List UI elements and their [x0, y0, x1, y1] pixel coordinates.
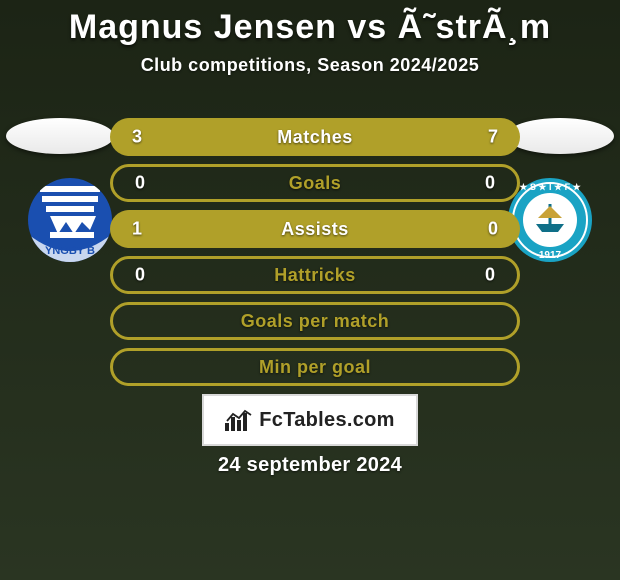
stat-label: Assists — [281, 219, 349, 240]
stat-left-value: 3 — [132, 127, 142, 148]
fctables-logo-icon — [225, 409, 253, 431]
stat-row-goals: 0 Goals 0 — [110, 164, 520, 202]
stat-label: Goals per match — [241, 311, 390, 332]
branding-badge: FcTables.com — [202, 394, 418, 446]
stat-left-value: 1 — [132, 219, 142, 240]
date-label: 24 september 2024 — [0, 454, 620, 477]
stats-table: 3 Matches 7 0 Goals 0 1 Assists 0 0 Hatt… — [110, 118, 520, 394]
stat-right-value: 7 — [488, 127, 498, 148]
svg-text:★ S ★ I ★ F ★: ★ S ★ I ★ F ★ — [519, 182, 581, 192]
stat-row-hattricks: 0 Hattricks 0 — [110, 256, 520, 294]
stat-right-value: 0 — [485, 173, 495, 194]
stat-label: Goals — [289, 173, 342, 194]
player-slot-left — [6, 118, 114, 154]
stat-row-goals-per-match: Goals per match — [110, 302, 520, 340]
stat-row-matches: 3 Matches 7 — [110, 118, 520, 156]
stat-left-value: 0 — [135, 265, 145, 286]
player-slot-right — [506, 118, 614, 154]
stat-left-value: 0 — [135, 173, 145, 194]
branding-text: FcTables.com — [259, 409, 395, 432]
subtitle: Club competitions, Season 2024/2025 — [0, 55, 620, 76]
stat-right-value: 0 — [485, 265, 495, 286]
stat-row-min-per-goal: Min per goal — [110, 348, 520, 386]
stat-row-assists: 1 Assists 0 — [110, 210, 520, 248]
lyngby-crest-icon: YNGBY B — [20, 176, 120, 264]
page-title: Magnus Jensen vs Ã˜strÃ¸m — [0, 0, 620, 47]
stat-label: Hattricks — [274, 265, 356, 286]
team-crest-left: YNGBY B — [20, 176, 120, 264]
crest-left-text: YNGBY B — [45, 245, 95, 257]
stat-label: Matches — [277, 127, 353, 148]
comparison-card: Magnus Jensen vs Ã˜strÃ¸m Club competiti… — [0, 0, 620, 580]
stat-right-value: 0 — [488, 219, 498, 240]
svg-text:1917: 1917 — [539, 250, 562, 261]
stat-label: Min per goal — [259, 357, 371, 378]
